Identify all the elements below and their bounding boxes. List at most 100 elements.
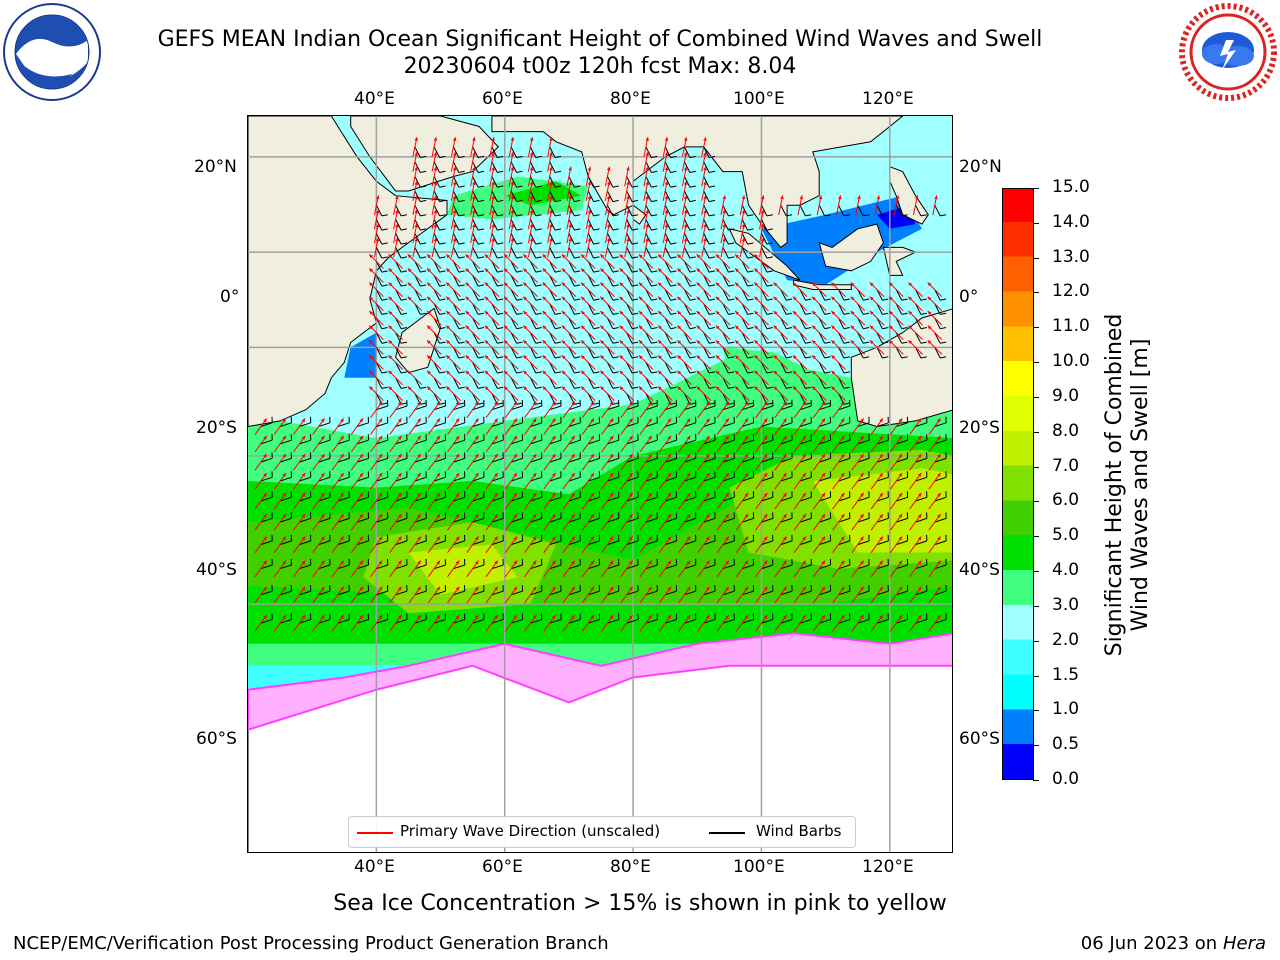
wind-barb (761, 540, 774, 546)
wind-barb-flag (632, 386, 639, 389)
wind-barb (299, 564, 311, 570)
wind-barb-flag (709, 312, 716, 315)
wave-arrowhead (549, 166, 553, 171)
wind-barb-flag (497, 256, 504, 259)
wave-arrowhead (840, 492, 845, 497)
wave-arrowhead (722, 209, 726, 214)
wind-barb-flag (535, 402, 542, 405)
wave-arrowhead (436, 615, 440, 620)
wave-arrowhead (638, 282, 643, 287)
wind-barb (876, 517, 889, 523)
wind-barb (375, 362, 383, 374)
wind-barb (799, 517, 812, 523)
wave-arrowhead (504, 282, 508, 287)
wind-barb-flag (632, 228, 639, 231)
wind-barb (549, 317, 556, 329)
wind-barb (414, 564, 427, 570)
wave-arrowhead (417, 418, 421, 423)
wave-arrowhead (937, 615, 941, 620)
wave-arrowhead (494, 435, 498, 440)
wind-barb (780, 457, 793, 463)
wind-barb (818, 332, 826, 344)
wind-barb-flag (555, 298, 562, 301)
wind-barb-flag (766, 356, 773, 359)
wind-barb-flag (805, 214, 812, 217)
wind-barb (376, 405, 388, 411)
wind-barb (395, 362, 402, 374)
wind-barb-flag (478, 356, 485, 359)
wave-arrowhead (703, 195, 707, 200)
wind-barb (491, 496, 504, 502)
wind-barb (683, 303, 691, 315)
wind-barb-flag (632, 312, 639, 315)
wave-arrowhead (683, 237, 688, 242)
wind-barb (376, 590, 388, 596)
wind-barb (568, 176, 575, 188)
wave-arrowhead (397, 401, 402, 406)
wind-barb (915, 564, 928, 570)
wind-barb (337, 564, 350, 570)
wind-barb-flag (670, 155, 677, 159)
wind-barb-flag (516, 228, 523, 231)
wave-arrowhead (561, 311, 566, 315)
wind-barb (395, 590, 408, 596)
wave-arrowhead (561, 268, 566, 273)
wind-barb (395, 247, 402, 259)
wind-barb (549, 564, 562, 570)
wind-barb (395, 476, 408, 482)
wind-barb (799, 289, 806, 301)
wave-arrowhead (937, 418, 941, 423)
wave-arrowhead (838, 195, 842, 200)
wave-arrowhead (436, 586, 440, 591)
wave-arrowhead (561, 386, 566, 391)
wind-barb (819, 564, 831, 570)
wave-arrowhead (494, 560, 498, 565)
wind-barb (683, 317, 691, 329)
wind-barb (665, 619, 677, 624)
wind-barb (491, 362, 498, 374)
wave-arrowhead (552, 473, 556, 477)
wave-arrowhead (889, 325, 893, 330)
wind-barb (491, 590, 504, 596)
wave-arrowhead (523, 282, 528, 287)
wave-arrowhead (754, 355, 759, 360)
wind-barb (452, 303, 460, 315)
wave-arrowhead (802, 473, 806, 477)
wind-barb (761, 303, 768, 315)
wind-barb (491, 540, 504, 546)
wave-arrowhead (812, 325, 816, 330)
wind-barb-flag (420, 312, 427, 315)
wind-barb (876, 476, 889, 482)
wave-arrowhead (869, 282, 874, 287)
wave-arrowhead (831, 355, 836, 360)
wave-arrowhead (638, 370, 643, 375)
colorbar-tick-label: 3.0 (1052, 594, 1080, 615)
wave-arrowhead (510, 209, 515, 214)
wave-arrowhead (648, 418, 652, 423)
wind-barb (683, 261, 691, 273)
wave-arrowhead (677, 296, 682, 301)
lat-tick-right: 60°S (959, 729, 1000, 749)
wind-barb (606, 233, 614, 245)
wave-arrowhead (475, 536, 479, 541)
wind-barb (742, 405, 754, 411)
wind-barb-flag (478, 155, 485, 159)
wind-barb (876, 590, 889, 596)
wind-barb (684, 540, 696, 546)
wind-barb (857, 347, 864, 359)
wind-barb (529, 219, 537, 231)
wave-arrowhead (552, 454, 556, 458)
wave-arrowhead (609, 492, 614, 497)
wave-height-map (248, 116, 952, 852)
wind-barb-flag (728, 312, 735, 315)
wind-barb-flag (805, 402, 812, 405)
wind-barb-flag (901, 214, 908, 217)
wave-arrowhead (455, 401, 460, 406)
wind-barb-flag (612, 242, 619, 245)
wind-barb-flag (709, 185, 716, 188)
wind-barb-flag (843, 356, 850, 359)
wave-arrowhead (532, 560, 537, 565)
wave-arrowhead (706, 401, 710, 406)
wave-arrowhead (571, 536, 575, 541)
wind-barb-flag (632, 341, 639, 344)
